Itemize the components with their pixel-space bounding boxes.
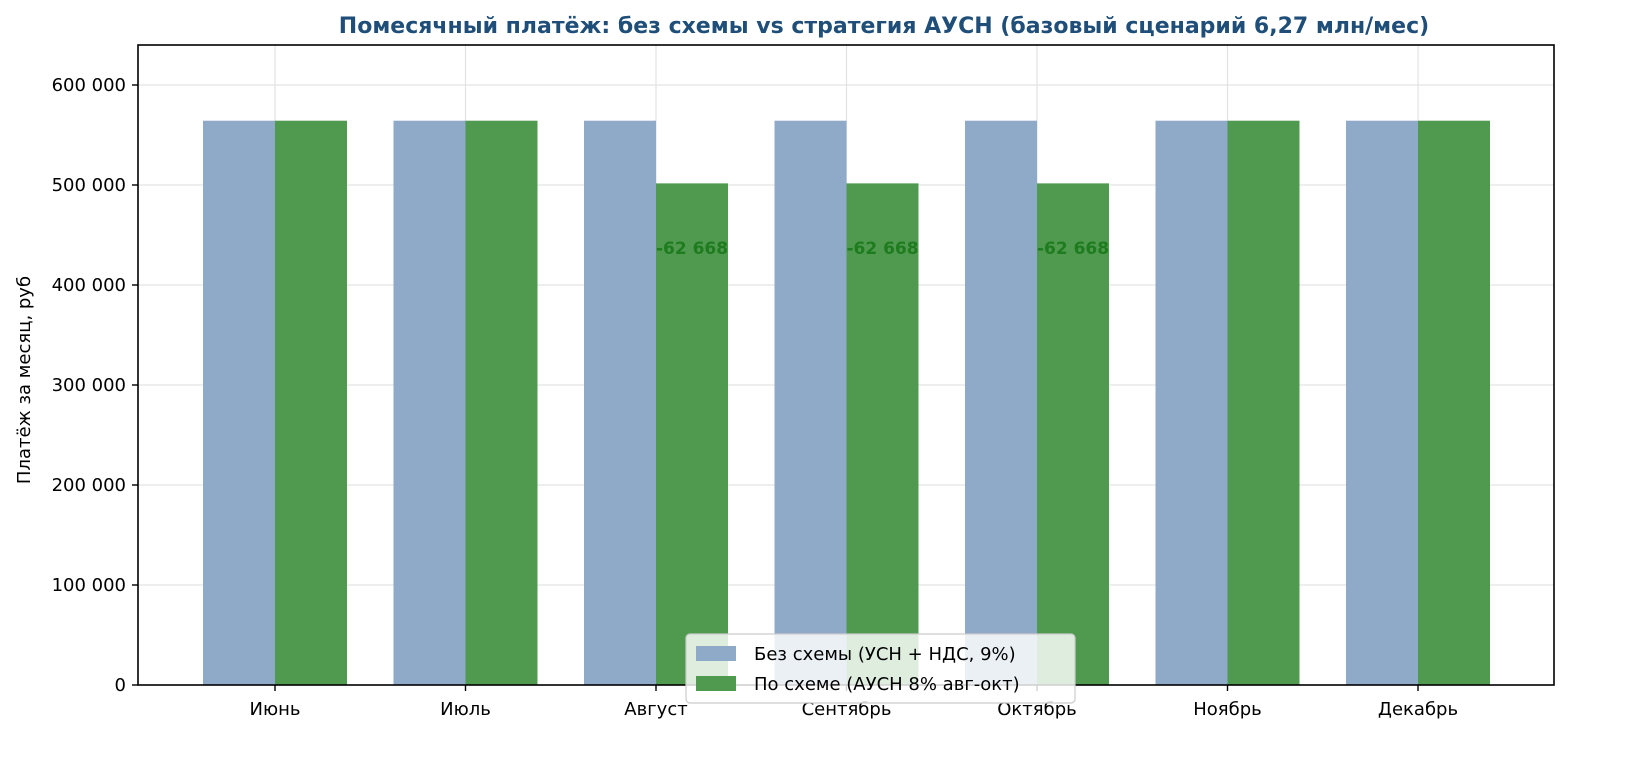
legend-entry: По схеме (АУСН 8% авг-окт) <box>754 674 1020 695</box>
y-tick-label: 100 000 <box>52 575 126 596</box>
bar-baseline-4 <box>965 120 1037 685</box>
legend-swatch <box>696 676 736 691</box>
bars <box>203 120 1490 686</box>
bar-scheme-3 <box>846 183 919 686</box>
x-tick-label: Сентябрь <box>802 699 892 720</box>
bar-baseline-3 <box>774 120 847 685</box>
bar-baseline-5 <box>1155 120 1228 685</box>
data-label-difference: -62 668 <box>656 239 728 259</box>
data-label-difference: -62 668 <box>1037 239 1109 259</box>
x-tick-label: Декабрь <box>1378 699 1458 720</box>
y-tick-label: 200 000 <box>52 475 126 496</box>
y-tick-label: 0 <box>115 675 126 696</box>
bar-scheme-2 <box>656 183 728 686</box>
bar-scheme-4 <box>1037 183 1109 686</box>
legend-box <box>685 633 1076 704</box>
y-axis-label: Платёж за месяц, руб <box>14 276 35 484</box>
legend-entry: Без схемы (УСН + НДС, 9%) <box>754 644 1016 665</box>
y-tick-label: 600 000 <box>52 75 126 96</box>
chart-title: Помесячный платёж: без схемы vs стратеги… <box>339 14 1429 39</box>
bar-baseline-2 <box>584 120 656 685</box>
legend: Без схемы (УСН + НДС, 9%) По схеме (АУСН … <box>685 633 1076 704</box>
data-label-difference: -62 668 <box>846 239 918 259</box>
bar-scheme-5 <box>1227 120 1300 685</box>
bar-scheme-1 <box>465 120 538 685</box>
legend-swatch <box>696 646 736 661</box>
bar-scheme-0 <box>275 120 347 685</box>
y-tick-label: 500 000 <box>52 175 126 196</box>
bar-baseline-1 <box>393 120 466 685</box>
x-tick-label: Ноябрь <box>1193 699 1262 720</box>
y-tick-label: 400 000 <box>52 275 126 296</box>
bar-baseline-6 <box>1346 120 1418 685</box>
x-tick-label: Июнь <box>250 699 301 720</box>
y-tick-label: 300 000 <box>52 375 126 396</box>
x-tick-label: Июль <box>440 699 491 720</box>
bar-scheme-6 <box>1418 120 1490 685</box>
data-labels: -62 668 -62 668 -62 668 <box>656 239 1109 259</box>
x-tick-label: Октябрь <box>997 699 1077 720</box>
bar-baseline-0 <box>203 120 275 685</box>
x-tick-label: Август <box>624 699 687 720</box>
